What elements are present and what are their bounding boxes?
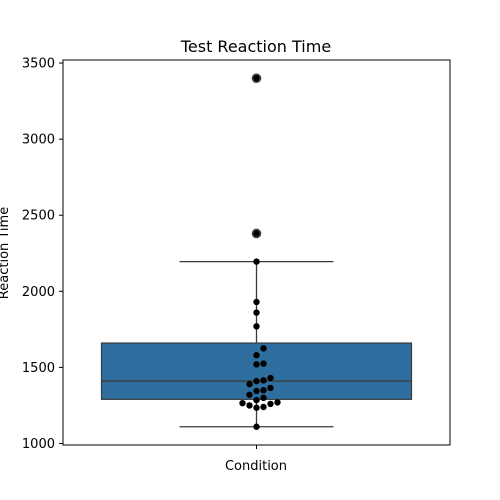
swarm-point: [253, 423, 260, 430]
swarm-point: [246, 391, 253, 398]
swarm-point: [260, 394, 267, 402]
chart-title: Test Reaction Time: [180, 37, 331, 56]
swarm-point: [246, 402, 253, 409]
swarm-point: [260, 377, 267, 384]
y-tick-label: 3500: [22, 57, 55, 72]
swarm-point: [267, 400, 274, 408]
x-axis-label: Condition: [225, 459, 287, 474]
swarm-point: [267, 384, 274, 392]
y-tick-label: 1500: [22, 361, 55, 376]
swarm-point: [267, 374, 274, 382]
swarm-point: [253, 387, 260, 395]
swarm-point: [260, 387, 267, 394]
y-tick-label: 2500: [22, 209, 55, 224]
swarm-point: [253, 258, 260, 265]
y-tick-label: 2000: [22, 285, 55, 300]
swarm-point: [246, 380, 253, 388]
y-tick-label: 1000: [22, 437, 55, 452]
swarm-point: [253, 230, 260, 237]
swarm-point: [253, 404, 260, 411]
swarm-point: [260, 360, 267, 367]
plot-area: [62, 59, 451, 446]
swarm-point: [253, 396, 260, 404]
swarm-point: [253, 75, 260, 82]
swarm-point: [274, 399, 281, 406]
swarm-point: [253, 323, 260, 330]
swarm-point: [253, 309, 260, 316]
swarm-point: [260, 403, 267, 411]
swarm-point: [253, 298, 260, 306]
y-tick-label: 3000: [22, 133, 55, 148]
swarm-point: [253, 377, 260, 385]
swarm-point: [253, 352, 260, 359]
y-axis: 1000 1500 2000 2500 3000 3500: [22, 57, 257, 452]
swarm-point: [260, 345, 267, 352]
swarm-point: [253, 361, 260, 368]
swarm-point: [239, 399, 246, 407]
y-axis-label: Reaction Time: [0, 207, 12, 299]
